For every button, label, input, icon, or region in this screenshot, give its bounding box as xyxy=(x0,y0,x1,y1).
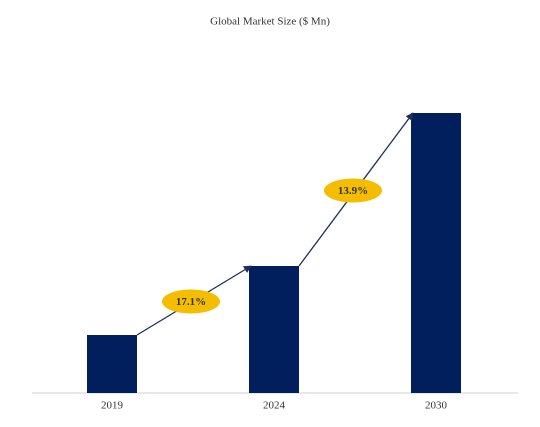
cagr-badge xyxy=(324,178,382,203)
bar xyxy=(249,266,299,393)
bar xyxy=(87,335,137,393)
x-tick-label: 2019 xyxy=(101,400,124,412)
cagr-badge xyxy=(162,289,220,314)
chart-title: Global Market Size ($ Mn) xyxy=(210,16,330,28)
bar xyxy=(411,113,461,393)
cagr-label: 17.1% xyxy=(176,296,206,308)
x-tick-label: 2024 xyxy=(263,400,286,412)
cagr-label: 13.9% xyxy=(338,185,368,197)
x-tick-label: 2030 xyxy=(425,400,448,412)
